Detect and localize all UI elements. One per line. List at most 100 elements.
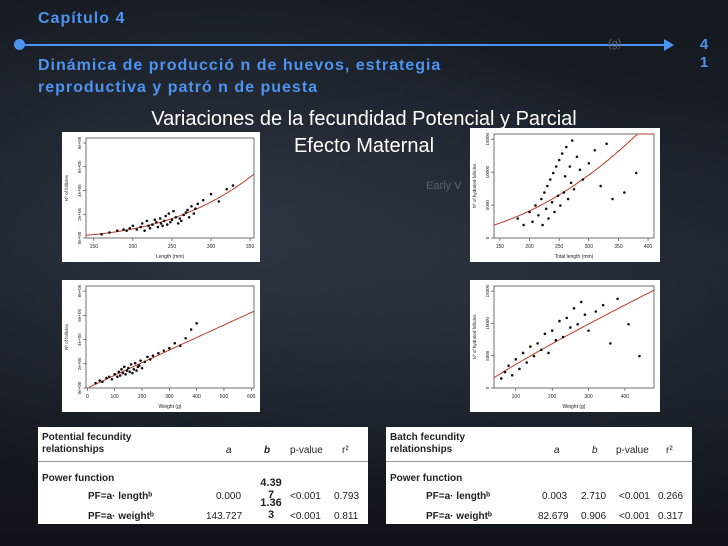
data-point [516, 217, 520, 220]
data-point [217, 200, 221, 203]
y-tick-label: 0 [485, 386, 490, 389]
row-label: PF=a· lengthᵇ [426, 491, 491, 502]
row-label: PF=a· lengthᵇ [88, 491, 153, 502]
y-tick-label: 6e+05 [77, 160, 82, 173]
data-point [131, 371, 134, 375]
data-point [162, 219, 166, 223]
y-tick-label: 0e+00 [77, 381, 82, 394]
data-point [184, 211, 188, 214]
data-point [558, 319, 561, 323]
data-point [557, 158, 561, 162]
x-tick-label: 400 [644, 244, 653, 250]
data-point [561, 335, 565, 339]
data-point [139, 225, 142, 229]
data-point [135, 369, 138, 372]
data-point [209, 192, 213, 196]
data-point [225, 187, 228, 191]
section-label: Power function [390, 473, 463, 484]
data-point [514, 358, 518, 361]
data-point [553, 210, 556, 214]
x-axis-label: Weight (g) [159, 404, 182, 410]
y-tick-label: 2e+05 [77, 357, 82, 370]
arrow-right-icon [664, 39, 674, 51]
timeline-rule [18, 44, 670, 46]
header-divider [386, 461, 692, 462]
data-point [616, 297, 619, 301]
data-point [164, 214, 168, 218]
data-point [583, 313, 587, 316]
slide-title-line-2: Efecto Maternal [293, 135, 435, 157]
data-point [599, 184, 602, 188]
chart-panel-length-batch: 150 200 250 300 350 400 0 5000 10000 15000 Total l… [470, 128, 660, 262]
data-point [176, 222, 180, 225]
data-point [623, 191, 626, 194]
data-point [194, 207, 197, 211]
data-point [129, 363, 133, 366]
y-tick-label: 8e+05 [77, 136, 82, 149]
data-point [148, 358, 152, 361]
data-point [178, 217, 182, 220]
data-point [117, 370, 121, 374]
data-point [201, 198, 205, 202]
data-point [147, 224, 150, 228]
x-tick-label: 250 [555, 244, 564, 250]
x-tick-label: 300 [584, 394, 593, 400]
header-divider [38, 461, 368, 462]
row-value-b: 2.710 [581, 491, 607, 502]
data-point [151, 354, 155, 357]
data-point [565, 316, 569, 320]
section-subtitle: Dinámica de producció n de huevos, estra… [38, 55, 558, 99]
data-point [158, 217, 162, 220]
data-point [190, 204, 193, 208]
data-point [122, 365, 126, 369]
col-header-a: a [554, 445, 560, 456]
data-point [529, 345, 532, 348]
y-tick-label: 4e+05 [77, 184, 82, 197]
header-label-line-2: relationships [42, 444, 105, 455]
subtitle-line-2: reproductiva y patró n de puesta [38, 79, 319, 96]
row-value-r: 0.317 [658, 511, 684, 522]
data-point [151, 223, 154, 226]
y-tick-label: 10000 [485, 317, 490, 330]
row-value-p: <0.001 [619, 511, 650, 522]
scatter-chart-potential-weight: 0 100 200 300 400 500 600 0e+00 2e+05 4e+05 6e+05 8… [64, 284, 256, 410]
data-point [605, 142, 608, 146]
x-tick-label: 200 [548, 394, 557, 400]
row-value-r: 0.811 [334, 511, 359, 522]
data-point [503, 370, 507, 374]
data-point [550, 200, 554, 204]
x-tick-label: 200 [129, 244, 138, 250]
data-point [135, 228, 139, 231]
data-point [186, 208, 189, 212]
data-point [143, 360, 147, 364]
data-point [536, 342, 539, 345]
data-point [143, 229, 146, 232]
data-point [587, 329, 590, 332]
data-point [120, 368, 123, 371]
y-axis-label: Nº of follicles [64, 323, 69, 350]
data-point [192, 212, 196, 215]
data-point [572, 187, 576, 191]
data-point [556, 194, 560, 198]
y-tick-label: 10000 [485, 165, 490, 178]
row-value-r: 0.793 [334, 491, 360, 502]
y-axis-label: Nº of follicles [64, 174, 69, 201]
data-point [522, 223, 525, 227]
data-point [146, 355, 149, 359]
row-label: PF=a· weightᵇ [426, 511, 492, 522]
row-value-p: <0.001 [619, 491, 650, 502]
col-header-p: p-value [616, 445, 649, 456]
data-point [521, 351, 525, 355]
row-value-a: 143.727 [206, 511, 243, 522]
fit-curve [85, 173, 255, 236]
data-point [182, 213, 185, 217]
data-point [638, 354, 641, 358]
section-label: Power function [42, 473, 115, 484]
row-value-b: 4.39 7 [260, 477, 282, 501]
data-point [125, 229, 128, 232]
data-point [165, 223, 169, 226]
subtitle-line-1: Dinámica de producció n de huevos, estra… [38, 57, 442, 74]
data-point [105, 376, 108, 380]
data-point [195, 322, 198, 325]
data-point [594, 310, 598, 313]
